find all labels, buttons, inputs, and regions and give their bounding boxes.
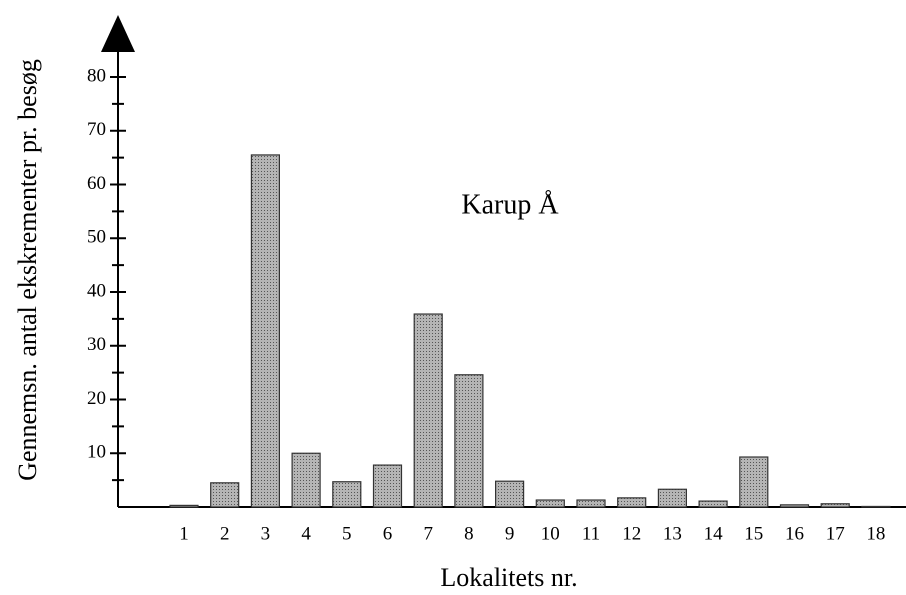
bar bbox=[617, 497, 647, 508]
x-tick-label: 1 bbox=[179, 523, 189, 544]
bar bbox=[210, 482, 240, 508]
bar bbox=[372, 464, 403, 508]
x-tick-label: 11 bbox=[582, 523, 600, 544]
bar bbox=[413, 313, 443, 508]
y-tick-label: 70 bbox=[87, 119, 106, 140]
x-tick-label: 10 bbox=[541, 523, 560, 544]
x-tick-label: 17 bbox=[826, 523, 845, 544]
bar bbox=[250, 154, 280, 508]
y-tick-label: 60 bbox=[87, 173, 106, 194]
x-tick-label: 12 bbox=[622, 523, 641, 544]
y-tick-label: 80 bbox=[87, 65, 106, 86]
y-tick-label: 50 bbox=[87, 227, 106, 248]
bar bbox=[169, 504, 199, 508]
bar bbox=[576, 499, 606, 508]
y-tick-label: 40 bbox=[87, 280, 106, 301]
y-axis-label: Gennemsn. antal ekskrementer pr. besøg bbox=[13, 59, 42, 481]
bar bbox=[698, 500, 728, 508]
x-tick-label: 18 bbox=[866, 523, 885, 544]
x-tick-label: 13 bbox=[663, 523, 682, 544]
x-tick-label: 3 bbox=[261, 523, 271, 544]
y-tick-label: 10 bbox=[87, 442, 106, 463]
x-tick-label: 15 bbox=[744, 523, 763, 544]
x-tick-label: 4 bbox=[301, 523, 311, 544]
bar bbox=[495, 480, 525, 508]
x-tick-label: 9 bbox=[505, 523, 515, 544]
bar bbox=[861, 505, 891, 508]
y-tick-label: 20 bbox=[87, 388, 106, 409]
bar bbox=[739, 456, 769, 508]
bar bbox=[820, 503, 850, 508]
bar bbox=[291, 452, 321, 508]
y-tick-label: 30 bbox=[87, 334, 106, 355]
bar bbox=[657, 488, 688, 508]
x-tick-label: 5 bbox=[342, 523, 352, 544]
x-tick-label: 16 bbox=[785, 523, 804, 544]
x-axis-label: Lokalitets nr. bbox=[440, 563, 577, 592]
x-tick-label: 14 bbox=[704, 523, 724, 544]
x-tick-label: 8 bbox=[464, 523, 474, 544]
bar bbox=[454, 374, 484, 508]
axis-arrow bbox=[101, 15, 135, 52]
x-tick-label: 7 bbox=[423, 523, 433, 544]
x-tick-label: 6 bbox=[383, 523, 393, 544]
chart-title: Karup Å bbox=[461, 189, 559, 220]
bar bbox=[535, 499, 565, 508]
bar bbox=[779, 504, 810, 508]
x-tick-label: 2 bbox=[220, 523, 230, 544]
bar bbox=[332, 481, 362, 508]
